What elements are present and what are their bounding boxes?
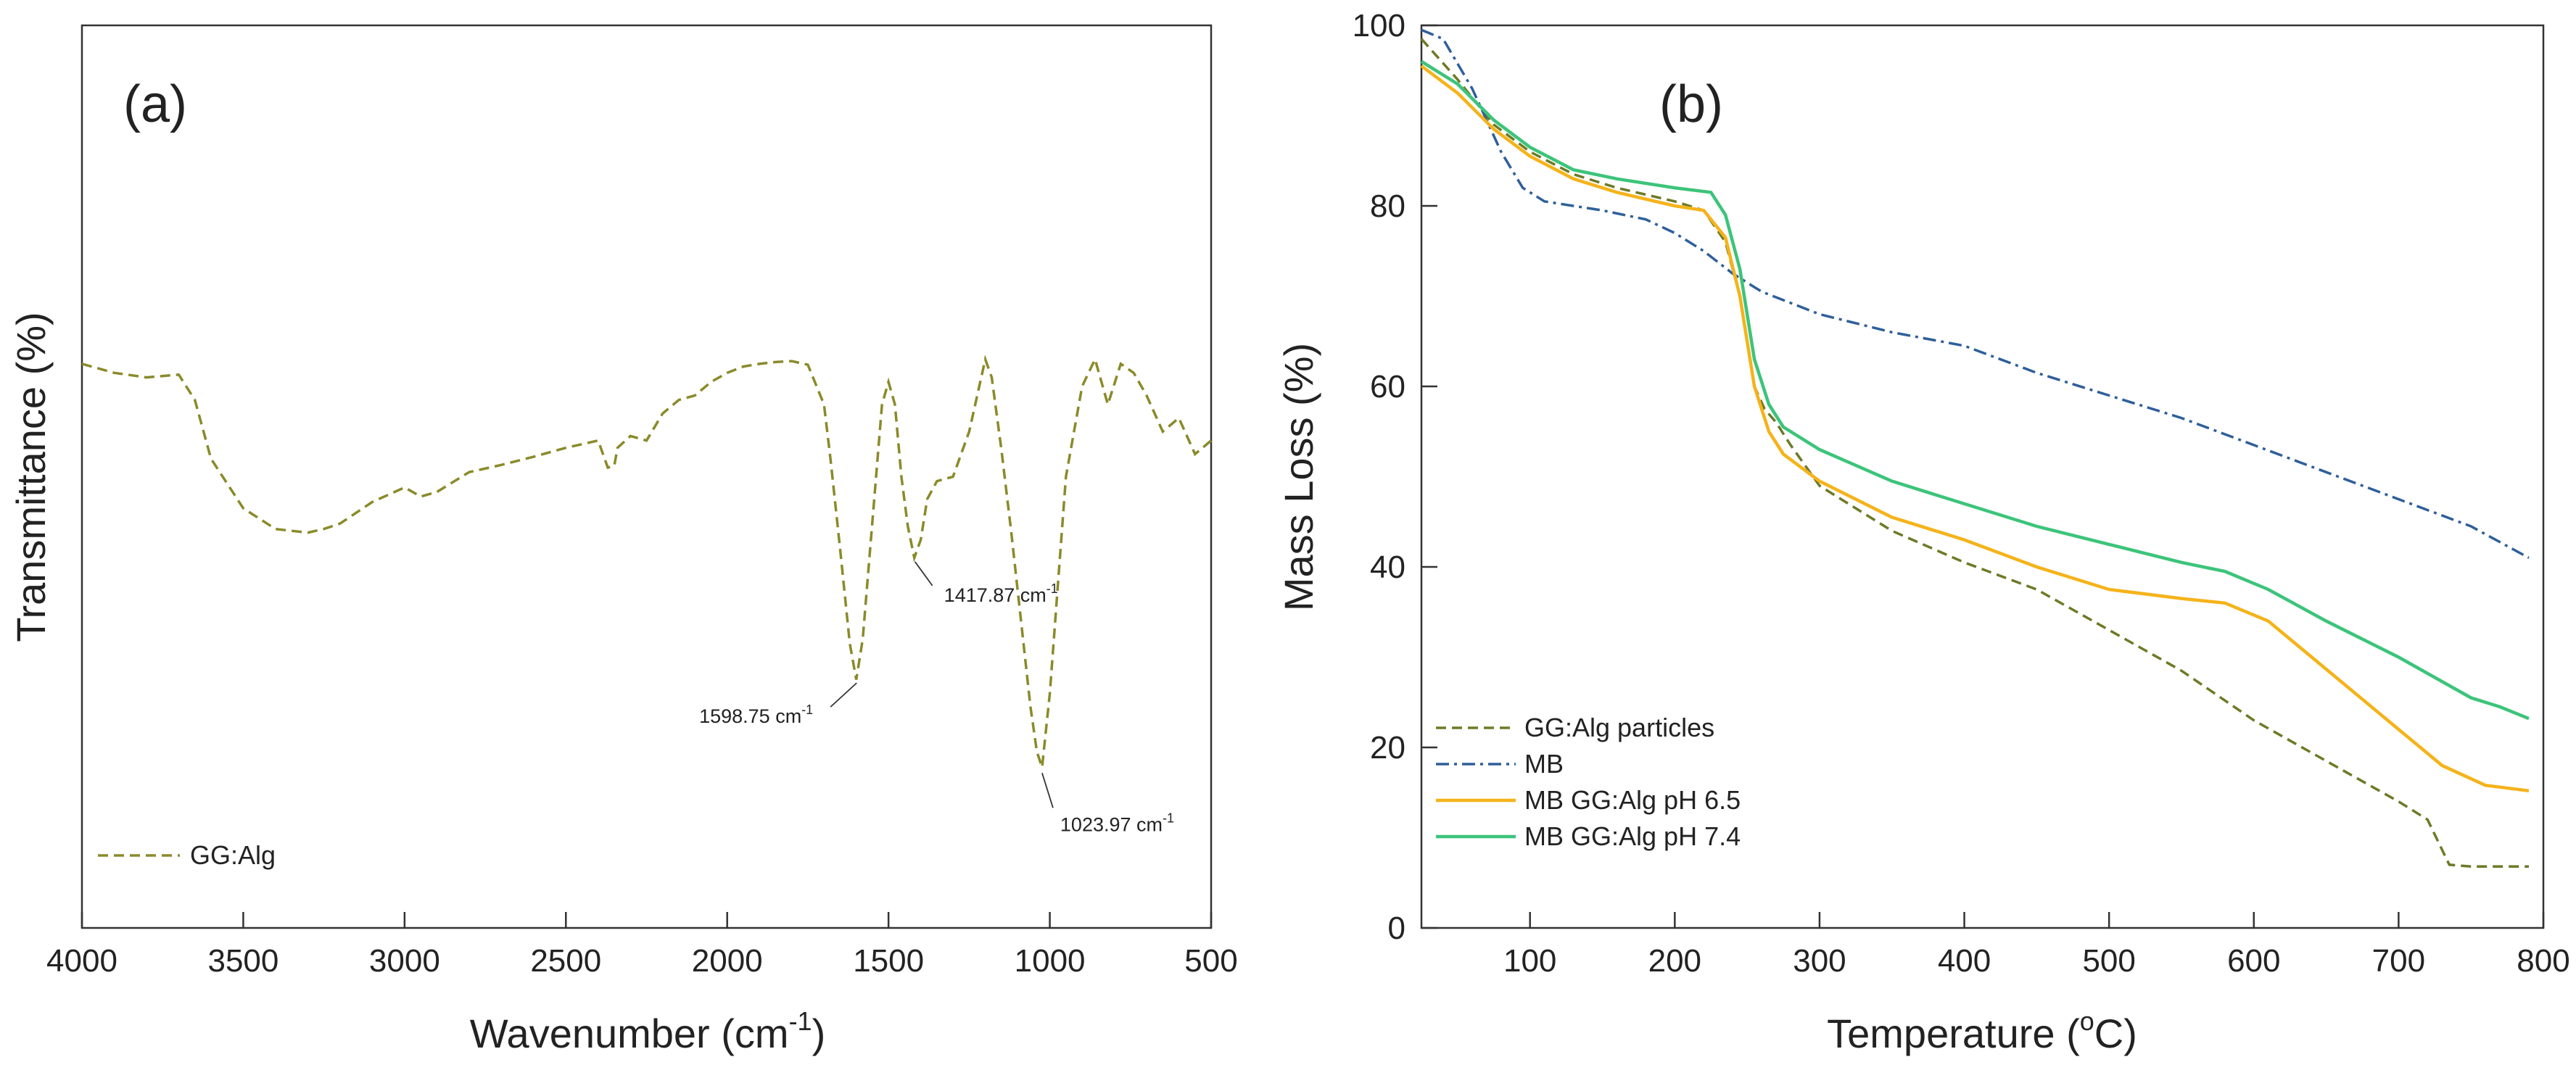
panel-a-annotation-sup: -1	[801, 702, 813, 717]
panel-b-x-tick-label: 600	[2227, 943, 2280, 979]
panel-a-x-tick-label: 2000	[692, 943, 763, 979]
panel-b-x-axis-label-tail: C)	[2094, 1011, 2137, 1056]
panel-b-legend: GG:Alg particles MB MB GG:Alg pH 6.5 MB GG:…	[1436, 713, 1741, 851]
panel-b-label: (b)	[1659, 75, 1723, 133]
panel-b-tga-chart: (b) 100 200 300 400 500 600 700 800 0 20 40 60 80 10…	[1276, 8, 2570, 1056]
panel-b-series-line-3	[1420, 59, 2530, 721]
panel-a-x-axis: 4000 3500 3000 2500 2000 1500 1000 500	[46, 912, 1238, 979]
panel-a-x-tick-label: 1500	[853, 943, 924, 979]
panel-a-legend-label: GG:Alg	[190, 840, 276, 870]
panel-b-plot-frame	[1420, 24, 2545, 929]
panel-a-annotation-label: 1023.97 cm-1	[1060, 810, 1174, 835]
panel-a-y-axis-label: Transmittance (%)	[8, 312, 54, 642]
panel-b-series-layer	[1420, 28, 2530, 868]
panel-a-annotation-leader	[1041, 772, 1054, 808]
panel-a-annotation-text: 1023.97 cm	[1060, 813, 1163, 835]
panel-b-x-tick-label: 300	[1793, 943, 1846, 979]
panel-b-x-tick-label: 700	[2372, 943, 2425, 979]
panel-b-y-tick-label: 80	[1370, 188, 1405, 224]
panel-a-annotation-leader	[830, 682, 857, 708]
panel-b-y-tick-label: 20	[1370, 730, 1405, 766]
panel-b-series-line-1	[1421, 28, 2530, 560]
panel-a-annotation-sup: -1	[1046, 581, 1058, 596]
panel-b-x-tick-label: 100	[1503, 943, 1556, 979]
panel-a-annotation-text: 1598.75 cm	[699, 705, 801, 727]
panel-b-x-tick-label: 800	[2517, 943, 2569, 979]
panel-a-series-layer	[81, 355, 1213, 768]
panel-a-x-tick-label: 3000	[369, 943, 440, 979]
panel-b-y-axis-label: Mass Loss (%)	[1276, 343, 1321, 611]
panel-a-x-tick-label: 2500	[530, 943, 601, 979]
panel-b-x-axis: 100 200 300 400 500 600 700 800	[1503, 912, 2570, 979]
panel-b-x-axis-label: Temperature (oC)	[1827, 1006, 2137, 1056]
panel-a-x-axis-label: Wavenumber (cm-1)	[470, 1006, 825, 1056]
panel-a-series-line-0	[81, 355, 1213, 768]
panel-b-x-tick-label: 200	[1648, 943, 1701, 979]
panel-a-x-tick-label: 1000	[1015, 943, 1086, 979]
panel-b-series-line-2	[1420, 65, 2530, 793]
panel-a-ftir-chart: (a) 4000 3500 3000 2500 2000 1500 1000 500 1598…	[8, 24, 1238, 1056]
panel-b-legend-label: GG:Alg particles	[1524, 713, 1714, 742]
panel-b-y-tick-label: 100	[1353, 8, 1405, 43]
panel-b-y-tick-label: 0	[1388, 911, 1405, 946]
panel-a-annotation-text: 1417.87 cm	[944, 584, 1046, 606]
panel-b-y-axis: 0 20 40 60 80 100	[1353, 8, 1437, 946]
panel-b-x-tick-label: 500	[2082, 943, 2135, 979]
panel-b-legend-label: MB GG:Alg pH 7.4	[1524, 821, 1741, 851]
panel-b-legend-label: MB	[1524, 749, 1564, 779]
panel-a-x-tick-label: 4000	[46, 943, 117, 979]
panel-b-y-tick-label: 60	[1370, 369, 1405, 405]
panel-a-annotation-sup: -1	[1163, 810, 1174, 825]
panel-b-x-axis-label-sup: o	[2080, 1006, 2094, 1036]
panel-a-x-axis-label-sup: -1	[789, 1006, 812, 1036]
panel-b-x-axis-label-main: Temperature (	[1827, 1011, 2080, 1056]
panel-b-legend-label: MB GG:Alg pH 6.5	[1524, 785, 1741, 815]
panel-b-x-tick-label: 400	[1938, 943, 1991, 979]
panel-a-legend: GG:Alg	[98, 840, 276, 870]
panel-a-x-axis-label-main: Wavenumber (cm	[470, 1011, 789, 1056]
panel-a-annotation-leader	[914, 561, 933, 586]
panel-a-annotation-label: 1417.87 cm-1	[944, 581, 1058, 606]
panel-a-annotation-label: 1598.75 cm-1	[699, 702, 813, 727]
panel-b-series-line-0	[1420, 38, 2529, 868]
panel-b-y-tick-label: 40	[1370, 550, 1405, 585]
panel-a-x-axis-label-tail: )	[812, 1011, 826, 1056]
panel-a-label: (a)	[123, 75, 187, 133]
panel-a-plot-frame	[80, 24, 1213, 929]
panel-a-x-tick-label: 500	[1184, 943, 1237, 979]
panel-a-x-tick-label: 3500	[207, 943, 278, 979]
